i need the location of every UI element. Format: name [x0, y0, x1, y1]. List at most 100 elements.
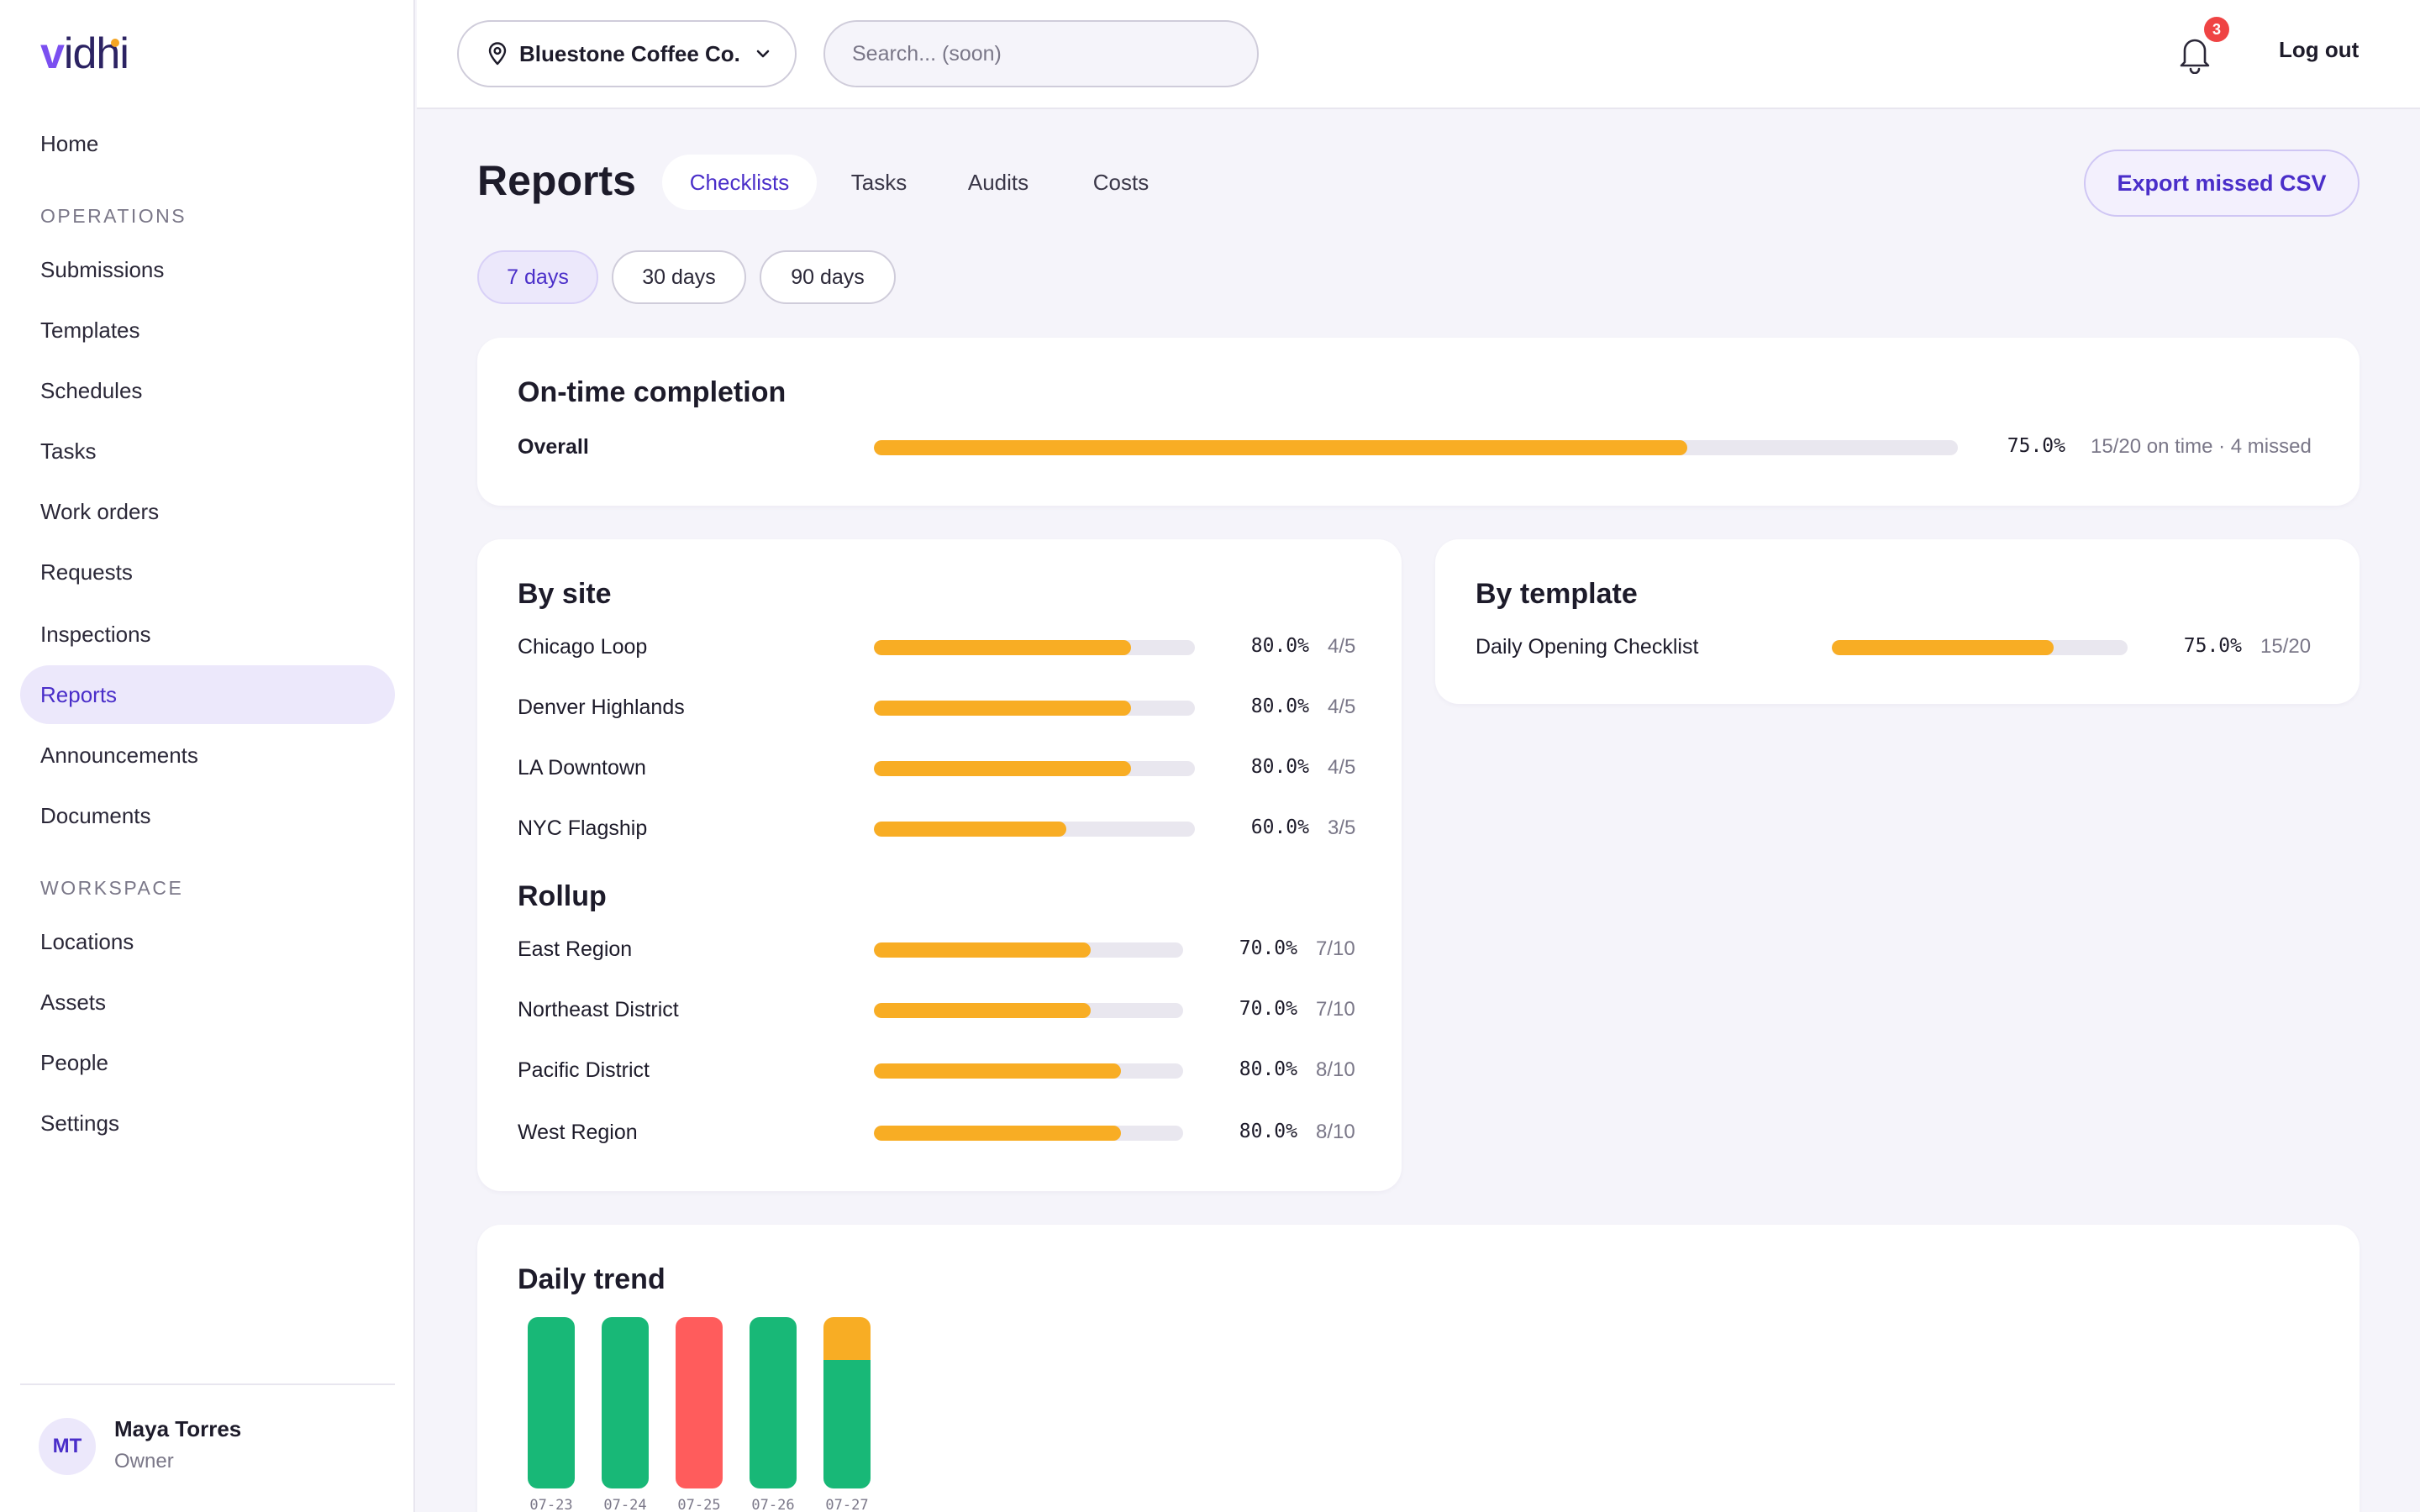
organization-select[interactable]: Bluestone Coffee Co. [457, 20, 797, 87]
by-site-card: By site Chicago Loop 80.0% 4/5 Denver Hi… [477, 539, 1402, 1191]
range-7-days[interactable]: 7 days [477, 250, 598, 304]
site-row-pct: 80.0% [1250, 756, 1309, 778]
rollup-row-track [874, 1063, 1183, 1079]
sidebar-item-assets[interactable]: Assets [20, 973, 395, 1032]
site-row-fill [874, 822, 1067, 837]
tab-checklists[interactable]: Checklists [662, 155, 817, 210]
sidebar-item-label: People [40, 1049, 108, 1075]
rollup-row-count: 7/10 [1316, 998, 1355, 1021]
card-title: On-time completion [518, 376, 786, 408]
export-missed-csv-button[interactable]: Export missed CSV [2084, 150, 2360, 217]
chevron-down-icon [756, 50, 770, 58]
site-row-label: LA Downtown [518, 756, 646, 780]
template-row-fill [1832, 640, 2054, 655]
sidebar-item-label: Announcements [40, 742, 198, 768]
by-template-title: By template [1476, 578, 1638, 610]
trend-bar-segment-on-time [528, 1317, 575, 1488]
site-row-fill [874, 701, 1131, 716]
search-input[interactable] [823, 20, 1259, 87]
site-row-count: 4/5 [1328, 696, 1356, 718]
overall-detail: 15/20 on time · 4 missed [2091, 435, 2312, 458]
site-row-count: 4/5 [1328, 635, 1356, 658]
site-row-track [874, 701, 1195, 716]
sidebar-item-label: Templates [40, 317, 140, 343]
rollup-row-label: West Region [518, 1121, 638, 1144]
range-30-days[interactable]: 30 days [612, 250, 746, 304]
rollup-row-fill [874, 1063, 1122, 1079]
rollup-row-pct: 80.0% [1239, 1058, 1297, 1080]
tab-costs[interactable]: Costs [1092, 169, 1150, 195]
rollup-row-count: 8/10 [1316, 1121, 1355, 1143]
overall-progress-fill [874, 440, 1687, 455]
sidebar-item-inspections[interactable]: Inspections [20, 605, 395, 664]
logout-button[interactable]: Log out [2279, 37, 2360, 62]
sidebar-item-documents[interactable]: Documents [20, 786, 395, 845]
sidebar-item-label: Inspections [40, 621, 151, 647]
sidebar-item-label: Locations [40, 928, 134, 954]
trend-bar-segment-on-time [602, 1317, 649, 1488]
site-row-label: Chicago Loop [518, 635, 648, 659]
sidebar-item-label: Documents [40, 802, 151, 828]
trend-bar-07-24 [602, 1317, 649, 1488]
organization-name: Bluestone Coffee Co. [519, 40, 740, 66]
sidebar-item-requests[interactable]: Requests [20, 543, 395, 601]
rollup-row-track [874, 1126, 1183, 1141]
trend-day-label: 07-23 [529, 1497, 573, 1512]
rollup-row-pct: 70.0% [1239, 998, 1297, 1020]
top-header: Bluestone Coffee Co. 3 Log out [417, 0, 2420, 109]
trend-bar-segment-on-time [823, 1360, 871, 1488]
site-row-fill [874, 640, 1131, 655]
trend-day-label: 07-26 [751, 1497, 795, 1512]
user-divider [20, 1383, 395, 1385]
rollup-row-pct: 80.0% [1239, 1121, 1297, 1142]
rollup-row-label: Pacific District [518, 1058, 650, 1082]
site-row-pct: 60.0% [1250, 816, 1309, 838]
sidebar-item-reports[interactable]: Reports [20, 665, 395, 724]
sidebar-item-settings[interactable]: Settings [20, 1094, 395, 1152]
tab-audits[interactable]: Audits [967, 169, 1029, 195]
sidebar-item-label: Reports [40, 681, 118, 707]
tab-tasks[interactable]: Tasks [850, 169, 908, 195]
trend-bar-07-25 [676, 1317, 723, 1488]
sidebar-item-label: Assets [40, 989, 107, 1015]
site-row-pct: 80.0% [1250, 635, 1309, 657]
trend-day-label: 07-25 [677, 1497, 721, 1512]
trend-bar-07-23 [528, 1317, 575, 1488]
sidebar-item-label: Work orders [40, 498, 160, 524]
range-90-days[interactable]: 90 days [760, 250, 896, 304]
page-title: Reports [477, 157, 636, 204]
sidebar-item-locations[interactable]: Locations [20, 912, 395, 971]
template-row-count: 15/20 [2260, 635, 2312, 658]
map-pin-icon [488, 42, 507, 66]
user-name: Maya Torres [114, 1416, 242, 1441]
sidebar-item-templates[interactable]: Templates [20, 301, 395, 360]
trend-bar-07-27 [823, 1317, 871, 1488]
overall-pct: 75.0% [2007, 435, 2065, 457]
sidebar-item-schedules[interactable]: Schedules [20, 361, 395, 420]
overall-label: Overall [518, 435, 589, 459]
site-row-label: Denver Highlands [518, 696, 685, 719]
site-row-track [874, 822, 1195, 837]
rollup-row-label: East Region [518, 937, 633, 961]
daily-trend-card: Daily trend 07-23 07-24 07-25 07-26 07-27 [477, 1225, 2360, 1512]
sidebar-item-work-orders[interactable]: Work orders [20, 482, 395, 541]
bell-icon[interactable] [2176, 34, 2213, 74]
avatar[interactable]: MT [39, 1418, 96, 1475]
sidebar-item-label: Tasks [40, 438, 97, 464]
trend-day-label: 07-24 [603, 1497, 647, 1512]
rollup-row-pct: 70.0% [1239, 937, 1297, 959]
template-row-pct: 75.0% [2183, 635, 2242, 657]
sidebar-item-tasks[interactable]: Tasks [20, 422, 395, 480]
sidebar-item-home[interactable]: Home [20, 114, 395, 173]
overall-progress-track [874, 440, 1958, 455]
sidebar-item-people[interactable]: People [20, 1033, 395, 1092]
app-logo[interactable]: vidhi [40, 29, 129, 78]
site-row-count: 3/5 [1328, 816, 1356, 839]
rollup-row-count: 8/10 [1316, 1058, 1355, 1081]
rollup-row-fill [874, 1126, 1122, 1141]
rollup-row-track [874, 942, 1183, 958]
sidebar-item-label: Requests [40, 559, 133, 585]
sidebar-item-announcements[interactable]: Announcements [20, 726, 395, 785]
sidebar-item-submissions[interactable]: Submissions [20, 240, 395, 299]
trend-bar-segment-missed [676, 1317, 723, 1488]
